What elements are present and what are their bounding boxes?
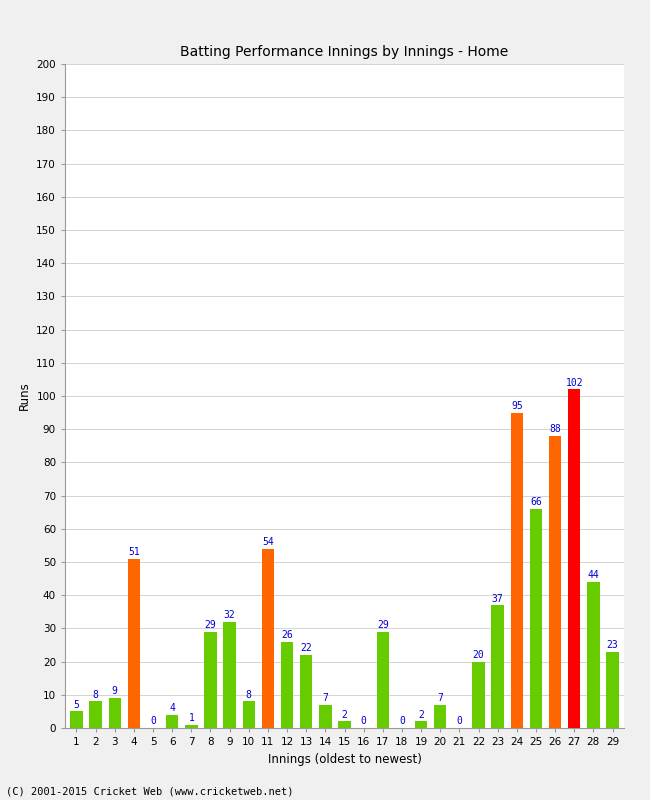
Bar [510,413,523,728]
Bar [376,632,389,728]
Bar [473,662,485,728]
Text: 32: 32 [224,610,235,620]
Text: 4: 4 [169,703,175,713]
Text: 0: 0 [150,716,156,726]
Text: 102: 102 [566,378,583,388]
Text: 1: 1 [188,713,194,723]
Y-axis label: Runs: Runs [18,382,31,410]
Text: 54: 54 [262,537,274,547]
Bar [262,549,274,728]
Text: 88: 88 [549,424,561,434]
Text: 95: 95 [511,401,523,411]
Bar [319,705,332,728]
Bar [587,582,599,728]
Bar [415,722,427,728]
Text: 7: 7 [437,693,443,703]
Bar [549,436,562,728]
Text: 66: 66 [530,498,542,507]
Text: 0: 0 [399,716,405,726]
Text: 29: 29 [377,620,389,630]
Bar [224,622,236,728]
Text: 8: 8 [93,690,99,700]
Bar [127,558,140,728]
Text: 9: 9 [112,686,118,697]
Bar [491,605,504,728]
Bar [281,642,293,728]
X-axis label: Innings (oldest to newest): Innings (oldest to newest) [268,753,421,766]
Text: 22: 22 [300,643,312,654]
Bar [568,390,580,728]
Text: 44: 44 [588,570,599,580]
Bar [530,509,542,728]
Text: 0: 0 [361,716,367,726]
Text: 20: 20 [473,650,484,660]
Bar [109,698,121,728]
Text: 0: 0 [456,716,462,726]
Text: 23: 23 [606,640,618,650]
Text: 5: 5 [73,700,79,710]
Text: 51: 51 [128,547,140,557]
Text: 8: 8 [246,690,252,700]
Text: 2: 2 [418,710,424,720]
Bar [300,655,313,728]
Text: 2: 2 [341,710,348,720]
Bar [434,705,447,728]
Bar [90,702,102,728]
Bar [166,714,179,728]
Bar [185,725,198,728]
Title: Batting Performance Innings by Innings - Home: Batting Performance Innings by Innings -… [181,45,508,58]
Bar [242,702,255,728]
Text: 37: 37 [492,594,504,603]
Bar [70,711,83,728]
Bar [338,722,351,728]
Text: 7: 7 [322,693,328,703]
Text: 29: 29 [205,620,216,630]
Bar [204,632,216,728]
Text: (C) 2001-2015 Cricket Web (www.cricketweb.net): (C) 2001-2015 Cricket Web (www.cricketwe… [6,786,294,796]
Bar [606,652,619,728]
Text: 26: 26 [281,630,293,640]
